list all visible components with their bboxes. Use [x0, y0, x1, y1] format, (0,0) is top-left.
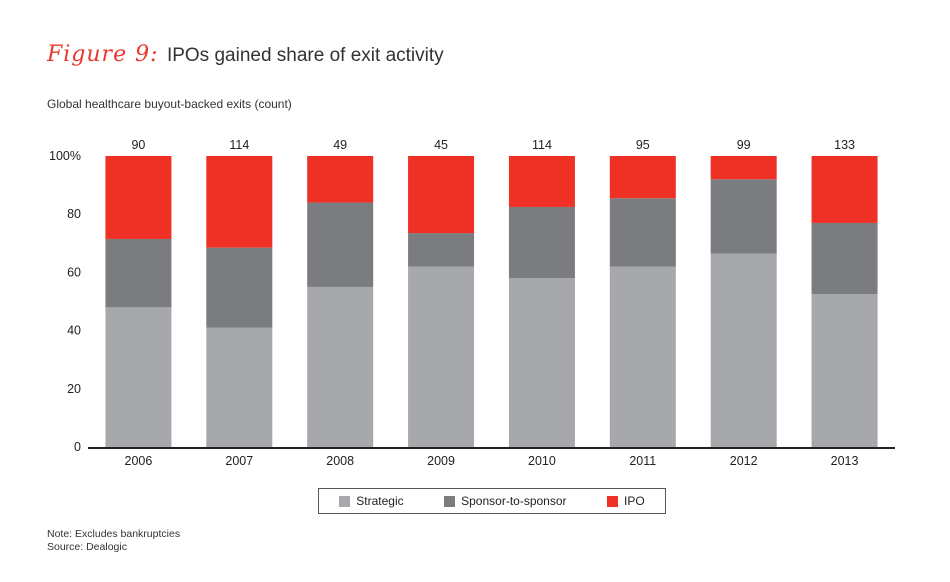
bar-segment-strategic	[105, 307, 172, 447]
bar-segment-ipo	[307, 156, 374, 203]
bar-segment-sponsor-to-sponsor	[307, 202, 374, 287]
x-tick-label: 2011	[629, 454, 656, 468]
x-tick-label: 2007	[225, 454, 253, 468]
legend-item-sponsor: Sponsor-to-sponsor	[444, 494, 567, 508]
x-tick-label: 2010	[528, 454, 556, 468]
bar-total-label: 99	[737, 138, 751, 152]
y-tick-label: 80	[67, 207, 81, 221]
bar-segment-sponsor-to-sponsor	[508, 206, 575, 279]
bar-segment-ipo	[609, 156, 676, 199]
bar-segment-sponsor-to-sponsor	[710, 179, 777, 254]
bar-segment-strategic	[307, 286, 374, 447]
y-tick-label: 100%	[49, 149, 81, 163]
x-tick-label: 2008	[326, 454, 354, 468]
bar-total-label: 133	[834, 138, 855, 152]
bar-segment-ipo	[811, 156, 878, 223]
y-tick-label: 60	[67, 265, 81, 279]
bar-segment-strategic	[508, 278, 575, 447]
legend: Strategic Sponsor-to-sponsor IPO	[318, 488, 666, 514]
bar-segment-sponsor-to-sponsor	[811, 222, 878, 295]
bar-total-label: 49	[333, 138, 347, 152]
bar-segment-ipo	[408, 156, 475, 234]
bar-segment-strategic	[710, 253, 777, 447]
legend-label-ipo: IPO	[624, 494, 645, 508]
bar-total-label: 95	[636, 138, 650, 152]
bar-segment-ipo	[105, 156, 172, 239]
y-tick-label: 40	[67, 324, 81, 338]
legend-swatch-ipo	[607, 495, 619, 507]
bar-segment-sponsor-to-sponsor	[105, 238, 172, 308]
legend-item-ipo: IPO	[607, 494, 645, 508]
note-text: Note: Excludes bankruptcies	[47, 528, 181, 540]
y-tick-label: 20	[67, 382, 81, 396]
bar-segment-sponsor-to-sponsor	[206, 247, 273, 328]
footnotes: Note: Excludes bankruptcies Source: Deal…	[47, 528, 180, 554]
bar-segment-strategic	[811, 294, 878, 447]
bar-segment-ipo	[508, 156, 575, 207]
x-tick-label: 2006	[125, 454, 153, 468]
y-tick-label: 0	[74, 440, 81, 454]
bar-total-label: 114	[532, 138, 552, 152]
bar-segment-sponsor-to-sponsor	[408, 233, 475, 267]
title-text: IPOs gained share of exit activity	[166, 45, 444, 66]
bar-segment-ipo	[710, 156, 777, 180]
bar-segment-ipo	[206, 156, 273, 248]
bar-segment-strategic	[609, 266, 676, 447]
chart-subtitle: Global healthcare buyout-backed exits (c…	[47, 97, 292, 111]
bar-segment-sponsor-to-sponsor	[609, 198, 676, 267]
legend-swatch-sponsor	[444, 495, 456, 507]
bar-segment-strategic	[206, 327, 273, 447]
bar-total-label: 114	[229, 138, 249, 152]
x-tick-label: 2013	[831, 454, 859, 468]
legend-label-strategic: Strategic	[356, 494, 404, 508]
x-tick-label: 2009	[427, 454, 455, 468]
bar-segment-strategic	[408, 266, 475, 447]
chart-title: Figure 9: IPOs gained share of exit acti…	[47, 42, 444, 67]
x-tick-label: 2012	[730, 454, 758, 468]
legend-label-sponsor: Sponsor-to-sponsor	[461, 494, 567, 508]
bar-total-label: 45	[434, 138, 448, 152]
bar-total-label: 90	[131, 138, 145, 152]
figure-label: Figure 9:	[47, 42, 159, 67]
legend-item-strategic: Strategic	[339, 494, 404, 508]
source-text: Source: Dealogic	[47, 541, 127, 553]
legend-swatch-strategic	[339, 495, 351, 507]
